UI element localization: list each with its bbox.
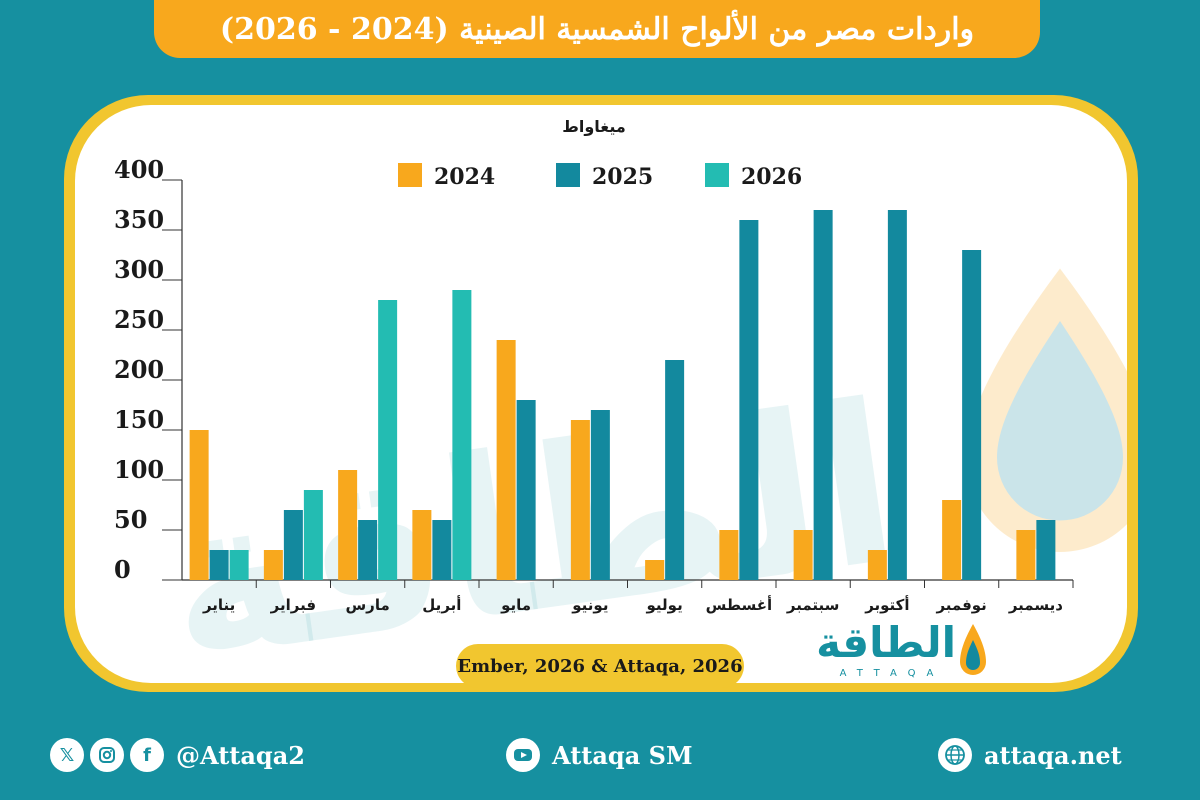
legend-label: 2025: [592, 164, 653, 190]
bar: [189, 430, 209, 580]
y-tick-label: 100: [114, 455, 164, 484]
bar: [887, 210, 907, 580]
bar: [303, 490, 323, 580]
logo-drop-icon: [960, 624, 986, 675]
bar: [867, 550, 887, 580]
globe-icon[interactable]: [938, 738, 972, 772]
bar: [645, 560, 665, 580]
bar: [263, 550, 283, 580]
x-tick-label: فبراير: [270, 596, 316, 614]
legend-swatch: [705, 163, 729, 187]
x-tick-label: أكتوبر: [864, 595, 909, 614]
bar: [452, 290, 472, 580]
x-tick-label: ديسمبر: [1008, 596, 1063, 614]
x-tick-label: سبتمبر: [786, 596, 840, 614]
y-tick-label: 50: [114, 505, 147, 534]
x-tick-label: مارس: [345, 596, 389, 614]
x-tick-label: أبريل: [422, 595, 461, 614]
bar: [793, 530, 813, 580]
bar: [283, 510, 303, 580]
bar: [719, 530, 739, 580]
bar: [516, 400, 536, 580]
source-pill: Ember, 2026 & Attaqa, 2026: [456, 644, 744, 688]
bar: [942, 500, 962, 580]
y-tick-label: 250: [114, 305, 164, 334]
bar: [739, 220, 759, 580]
bar: [209, 550, 229, 580]
y-tick-label: 350: [114, 205, 164, 234]
x-tick-label: يناير: [202, 596, 235, 614]
chart-title-banner: واردات مصر من الألواح الشمسية الصينية (2…: [154, 0, 1040, 58]
x-tick-label: مايو: [500, 596, 531, 614]
youtube-channel[interactable]: Attaqa SM: [552, 740, 693, 770]
attaqa-logo: الطاقة ATTAQA: [812, 618, 992, 684]
logo-name: الطاقة: [816, 618, 956, 667]
bar: [432, 520, 452, 580]
x-tick-label: يوليو: [646, 596, 683, 614]
y-unit-label: ميغاواط: [562, 117, 626, 136]
x-tick-label: نوفمبر: [935, 596, 986, 614]
bar: [229, 550, 249, 580]
bar: [570, 420, 590, 580]
x-tick-label: أغسطس: [706, 595, 772, 614]
chart-title: واردات مصر من الألواح الشمسية الصينية (2…: [219, 11, 975, 47]
y-tick-label: 150: [114, 405, 164, 434]
bar: [1036, 520, 1056, 580]
legend-swatch: [556, 163, 580, 187]
legend-label: 2026: [741, 164, 802, 190]
bar: [962, 250, 982, 580]
bar: [358, 520, 378, 580]
footer-social: 𝕏 f @Attaqa2: [50, 732, 305, 778]
bar: [338, 470, 358, 580]
bar: [378, 300, 398, 580]
source-text: Ember, 2026 & Attaqa, 2026: [457, 655, 743, 677]
instagram-icon[interactable]: [90, 738, 124, 772]
footer-website: attaqa.net: [938, 732, 1122, 778]
y-tick-label: 300: [114, 255, 164, 284]
bar: [412, 510, 432, 580]
legend-label: 2024: [434, 164, 495, 190]
social-handle[interactable]: @Attaqa2: [176, 740, 305, 770]
bar: [1016, 530, 1036, 580]
facebook-icon[interactable]: f: [130, 738, 164, 772]
x-logo-icon[interactable]: 𝕏: [50, 738, 84, 772]
logo-subtitle: ATTAQA: [839, 668, 945, 679]
bar: [496, 340, 516, 580]
y-tick-label: 0: [114, 555, 131, 584]
y-tick-label: 400: [114, 155, 164, 184]
bar: [665, 360, 685, 580]
x-tick-label: يونيو: [571, 596, 608, 614]
youtube-icon[interactable]: [506, 738, 540, 772]
y-tick-label: 200: [114, 355, 164, 384]
footer-youtube: Attaqa SM: [506, 732, 693, 778]
legend-swatch: [398, 163, 422, 187]
website-url[interactable]: attaqa.net: [984, 740, 1122, 770]
bar: [813, 210, 833, 580]
bar: [590, 410, 610, 580]
